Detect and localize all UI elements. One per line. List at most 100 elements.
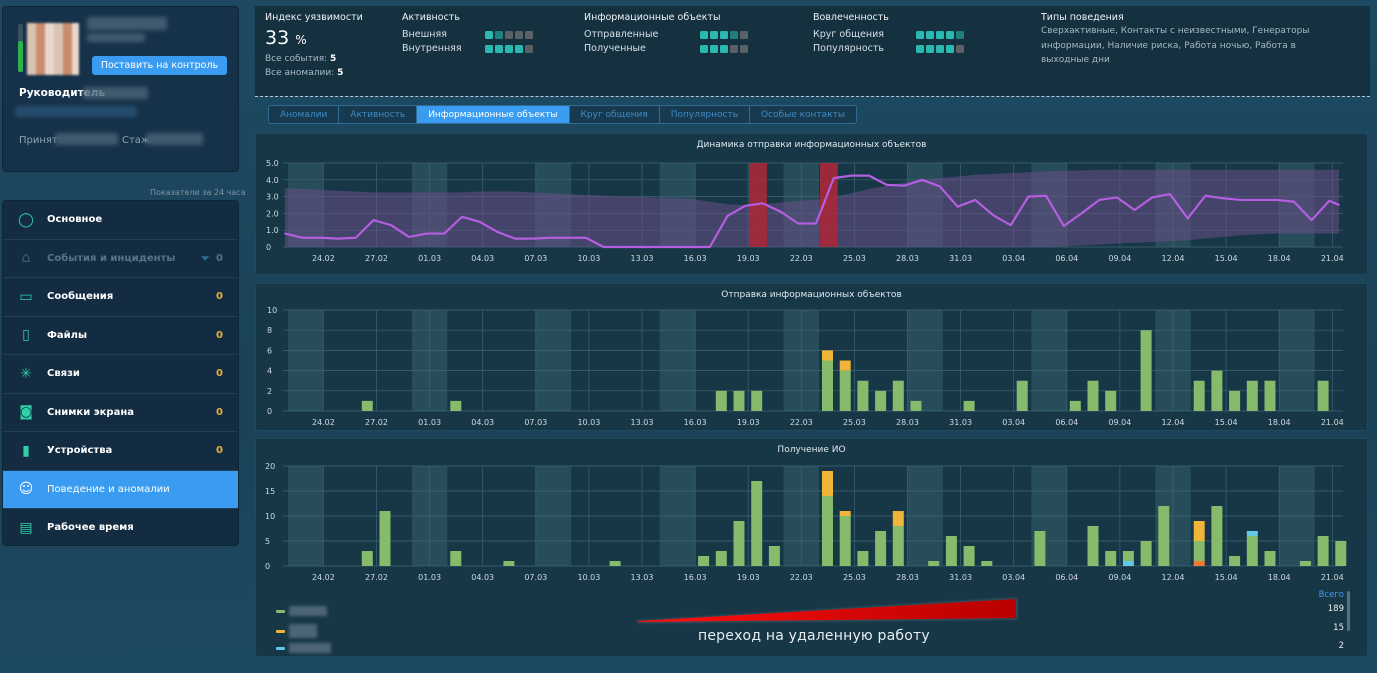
meter-dot	[485, 45, 493, 53]
annotation-text: переход на удаленную работу	[698, 628, 930, 644]
legend-item-yellow[interactable]	[276, 624, 317, 638]
all-anomalies-label: Все аномалии:	[265, 68, 335, 78]
sidebar-nav: ◯ Основное ⌂ События и инциденты ⏷ 0 ▭ Сообщени…	[2, 200, 239, 548]
avatar	[27, 23, 79, 75]
legend-scrollbar[interactable]	[1347, 591, 1350, 631]
file-icon: ▯	[22, 327, 30, 344]
info-objects-sent-meter	[700, 31, 748, 39]
filter-icon[interactable]: ⏷	[200, 250, 210, 265]
meter-dot	[485, 31, 493, 39]
sidebar-item-label: Снимки экрана	[47, 406, 134, 418]
chart-panel-received: Получение ИО	[255, 438, 1368, 657]
usb-device-icon: ▮	[22, 442, 30, 459]
period-hint: Показатели за 24 часа	[150, 188, 246, 197]
all-events-value: 5	[330, 54, 337, 64]
meter-dot	[730, 45, 738, 53]
chart-panel-dynamics: Динамика отправки информационных объекто…	[255, 133, 1368, 275]
sidebar-item-label: Основное	[47, 214, 103, 226]
behavior-types-list: Сверхактивные, Контакты с неизвестными, …	[1041, 26, 1310, 65]
meter-dot	[720, 31, 728, 39]
total-yellow: 15	[1333, 623, 1344, 633]
legend-swatch	[276, 609, 285, 613]
legend-name-redacted	[289, 606, 327, 616]
activity-internal-meter	[485, 45, 533, 53]
engagement-circle-meter	[916, 31, 964, 39]
masks-icon: ☺	[18, 481, 34, 498]
sidebar-item-label: Связи	[47, 368, 80, 380]
meter-dot	[936, 45, 944, 53]
meter-dot	[740, 45, 748, 53]
total-cyan: 2	[1338, 641, 1344, 650]
tab-2[interactable]: Информационные объекты	[417, 106, 570, 123]
all-events-label: Все события:	[265, 54, 328, 64]
meter-dot	[946, 31, 954, 39]
meter-dot	[515, 31, 523, 39]
vulnerability-value: 33 %	[265, 27, 307, 49]
chart-title-received: Получение ИО	[777, 445, 846, 455]
meter-dot	[700, 31, 708, 39]
stats-header	[255, 6, 1370, 96]
sidebar-item[interactable]: ◯ Основное	[3, 201, 238, 240]
divider	[255, 96, 1370, 97]
sidebar-item-label: Файлы	[47, 329, 88, 341]
sidebar-item-label: Устройства	[47, 445, 113, 457]
legend-item-cyan[interactable]	[276, 643, 331, 653]
sidebar-item-count: 0	[216, 329, 223, 341]
risk-level-bar	[18, 24, 23, 72]
employee-name-redacted	[87, 17, 167, 30]
meter-dot	[495, 31, 503, 39]
legend-item-green[interactable]	[276, 606, 327, 616]
meter-dot	[710, 31, 718, 39]
meter-dot	[505, 31, 513, 39]
profile-card: Поставить на контроль Руководитель Приня…	[2, 6, 239, 172]
info-objects-sent-label: Отправленные	[584, 29, 659, 40]
sidebar-item-count: 0	[216, 445, 223, 457]
tab-1[interactable]: Активность	[339, 106, 418, 123]
legend-swatch	[276, 629, 285, 633]
sidebar-item[interactable]: ⌂ События и инциденты ⏷ 0	[3, 240, 238, 278]
behavior-types-title: Типы поведения	[1041, 12, 1124, 23]
meter-dot	[946, 45, 954, 53]
meter-dot	[916, 31, 924, 39]
sidebar-item-count: 0	[216, 406, 223, 418]
meter-dot	[525, 31, 533, 39]
meter-dot	[495, 45, 503, 53]
user-circle-icon: ◯	[18, 211, 34, 228]
experience-value-redacted	[146, 133, 203, 145]
meter-dot	[720, 45, 728, 53]
chart-title-sent: Отправка информационных объектов	[721, 290, 902, 300]
sidebar-item[interactable]: ▮ Устройства 0	[3, 432, 238, 471]
sidebar-item[interactable]: ✳ Связи 0	[3, 355, 238, 394]
all-anomalies-value: 5	[337, 68, 344, 78]
chart-panel-sent: Отправка информационных объектов	[255, 283, 1368, 431]
meter-dot	[926, 45, 934, 53]
sidebar-item[interactable]: ◙ Снимки экрана 0	[3, 394, 238, 432]
meter-dot	[916, 45, 924, 53]
meter-dot	[936, 31, 944, 39]
network-icon: ✳	[20, 365, 32, 382]
vulnerability-number: 33	[265, 27, 290, 49]
incident-icon: ⌂	[21, 250, 31, 267]
legend-name-redacted	[289, 624, 317, 638]
camera-icon: ◙	[19, 404, 33, 421]
sidebar-item[interactable]: ▯ Файлы 0	[3, 317, 238, 355]
all-anomalies: Все аномалии: 5	[265, 68, 343, 78]
put-under-control-button[interactable]: Поставить на контроль	[92, 56, 227, 75]
meter-dot	[926, 31, 934, 39]
hired-label: Принят	[19, 135, 58, 146]
chart-title-dynamics: Динамика отправки информационных объекто…	[696, 140, 927, 150]
engagement-title: Вовлеченность	[813, 12, 889, 23]
activity-external-meter	[485, 31, 533, 39]
tab-0[interactable]: Аномалии	[269, 106, 340, 123]
sidebar-item[interactable]: ▭ Сообщения 0	[3, 278, 238, 317]
tab-5[interactable]: Особые контакты	[750, 106, 856, 123]
tab-3[interactable]: Круг общения	[569, 106, 660, 123]
legend-name-redacted	[289, 643, 331, 653]
tab-4[interactable]: Популярность	[659, 106, 751, 123]
employee-name-redacted-2	[87, 33, 145, 42]
sidebar-item[interactable]: ▤ Рабочее время	[3, 509, 238, 548]
sidebar-item-count: 0	[216, 291, 223, 303]
total-green: 189	[1327, 604, 1344, 614]
activity-title: Активность	[402, 12, 460, 23]
sidebar-item[interactable]: ☺ Поведение и аномалии	[3, 470, 238, 509]
